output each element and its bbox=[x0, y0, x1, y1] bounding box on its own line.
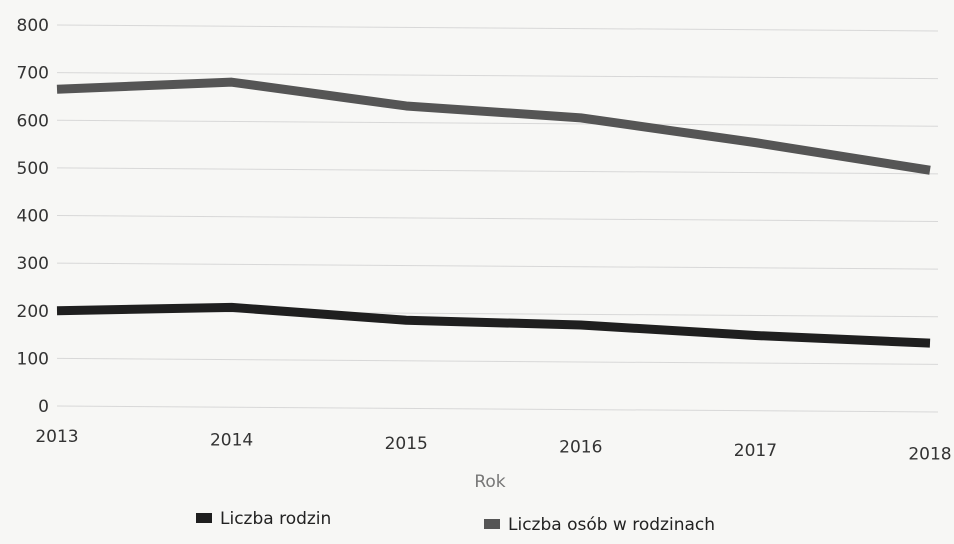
series-line-liczba-osob bbox=[56, 77, 931, 175]
legend-label-liczba-osob: Liczba osób w rodzinach bbox=[508, 515, 715, 535]
series-line-liczba-rodzin bbox=[56, 302, 931, 348]
x-tick-label-2015: 2015 bbox=[385, 434, 428, 454]
x-tick-label-2013: 2013 bbox=[35, 427, 78, 447]
legend-swatch-liczba-osob bbox=[484, 519, 500, 529]
gridline-y-300 bbox=[56, 262, 939, 270]
legend-swatch-liczba-rodzin bbox=[196, 513, 212, 523]
x-axis-title: Rok bbox=[474, 472, 505, 492]
legend-label-liczba-rodzin: Liczba rodzin bbox=[220, 509, 331, 529]
gridline-y-400 bbox=[56, 215, 939, 222]
y-axis-ticks: 0 100 200 300 400 500 600 700 800 bbox=[17, 16, 49, 417]
x-tick-label-2014: 2014 bbox=[210, 431, 253, 451]
gridline-y-0 bbox=[56, 405, 939, 413]
x-tick-label-2016: 2016 bbox=[559, 438, 602, 458]
y-tick-label-0: 0 bbox=[38, 397, 49, 417]
y-tick-label-800: 800 bbox=[17, 16, 49, 36]
gridline-y-600 bbox=[56, 119, 939, 127]
gridline-y-500 bbox=[56, 167, 939, 175]
series-lines bbox=[56, 77, 931, 348]
y-tick-label-700: 700 bbox=[17, 64, 49, 84]
x-tick-label-2017: 2017 bbox=[734, 441, 777, 461]
y-tick-label-100: 100 bbox=[17, 349, 49, 369]
x-axis-ticks: 2013 2014 2015 2016 2017 2018 bbox=[35, 427, 951, 465]
legend-item-liczba-rodzin: Liczba rodzin bbox=[196, 509, 331, 529]
gridline-y-800 bbox=[56, 24, 939, 32]
x-tick-label-2018: 2018 bbox=[908, 445, 951, 465]
legend: Liczba rodzin Liczba osób w rodzinach bbox=[196, 509, 715, 535]
y-tick-label-400: 400 bbox=[17, 207, 49, 227]
y-tick-label-500: 500 bbox=[17, 159, 49, 179]
gridline-y-700 bbox=[56, 72, 939, 80]
gridline-y-100 bbox=[56, 357, 939, 365]
y-tick-label-200: 200 bbox=[17, 302, 49, 322]
y-tick-label-300: 300 bbox=[17, 254, 49, 274]
y-tick-label-600: 600 bbox=[17, 111, 49, 131]
legend-item-liczba-osob: Liczba osób w rodzinach bbox=[484, 515, 715, 535]
